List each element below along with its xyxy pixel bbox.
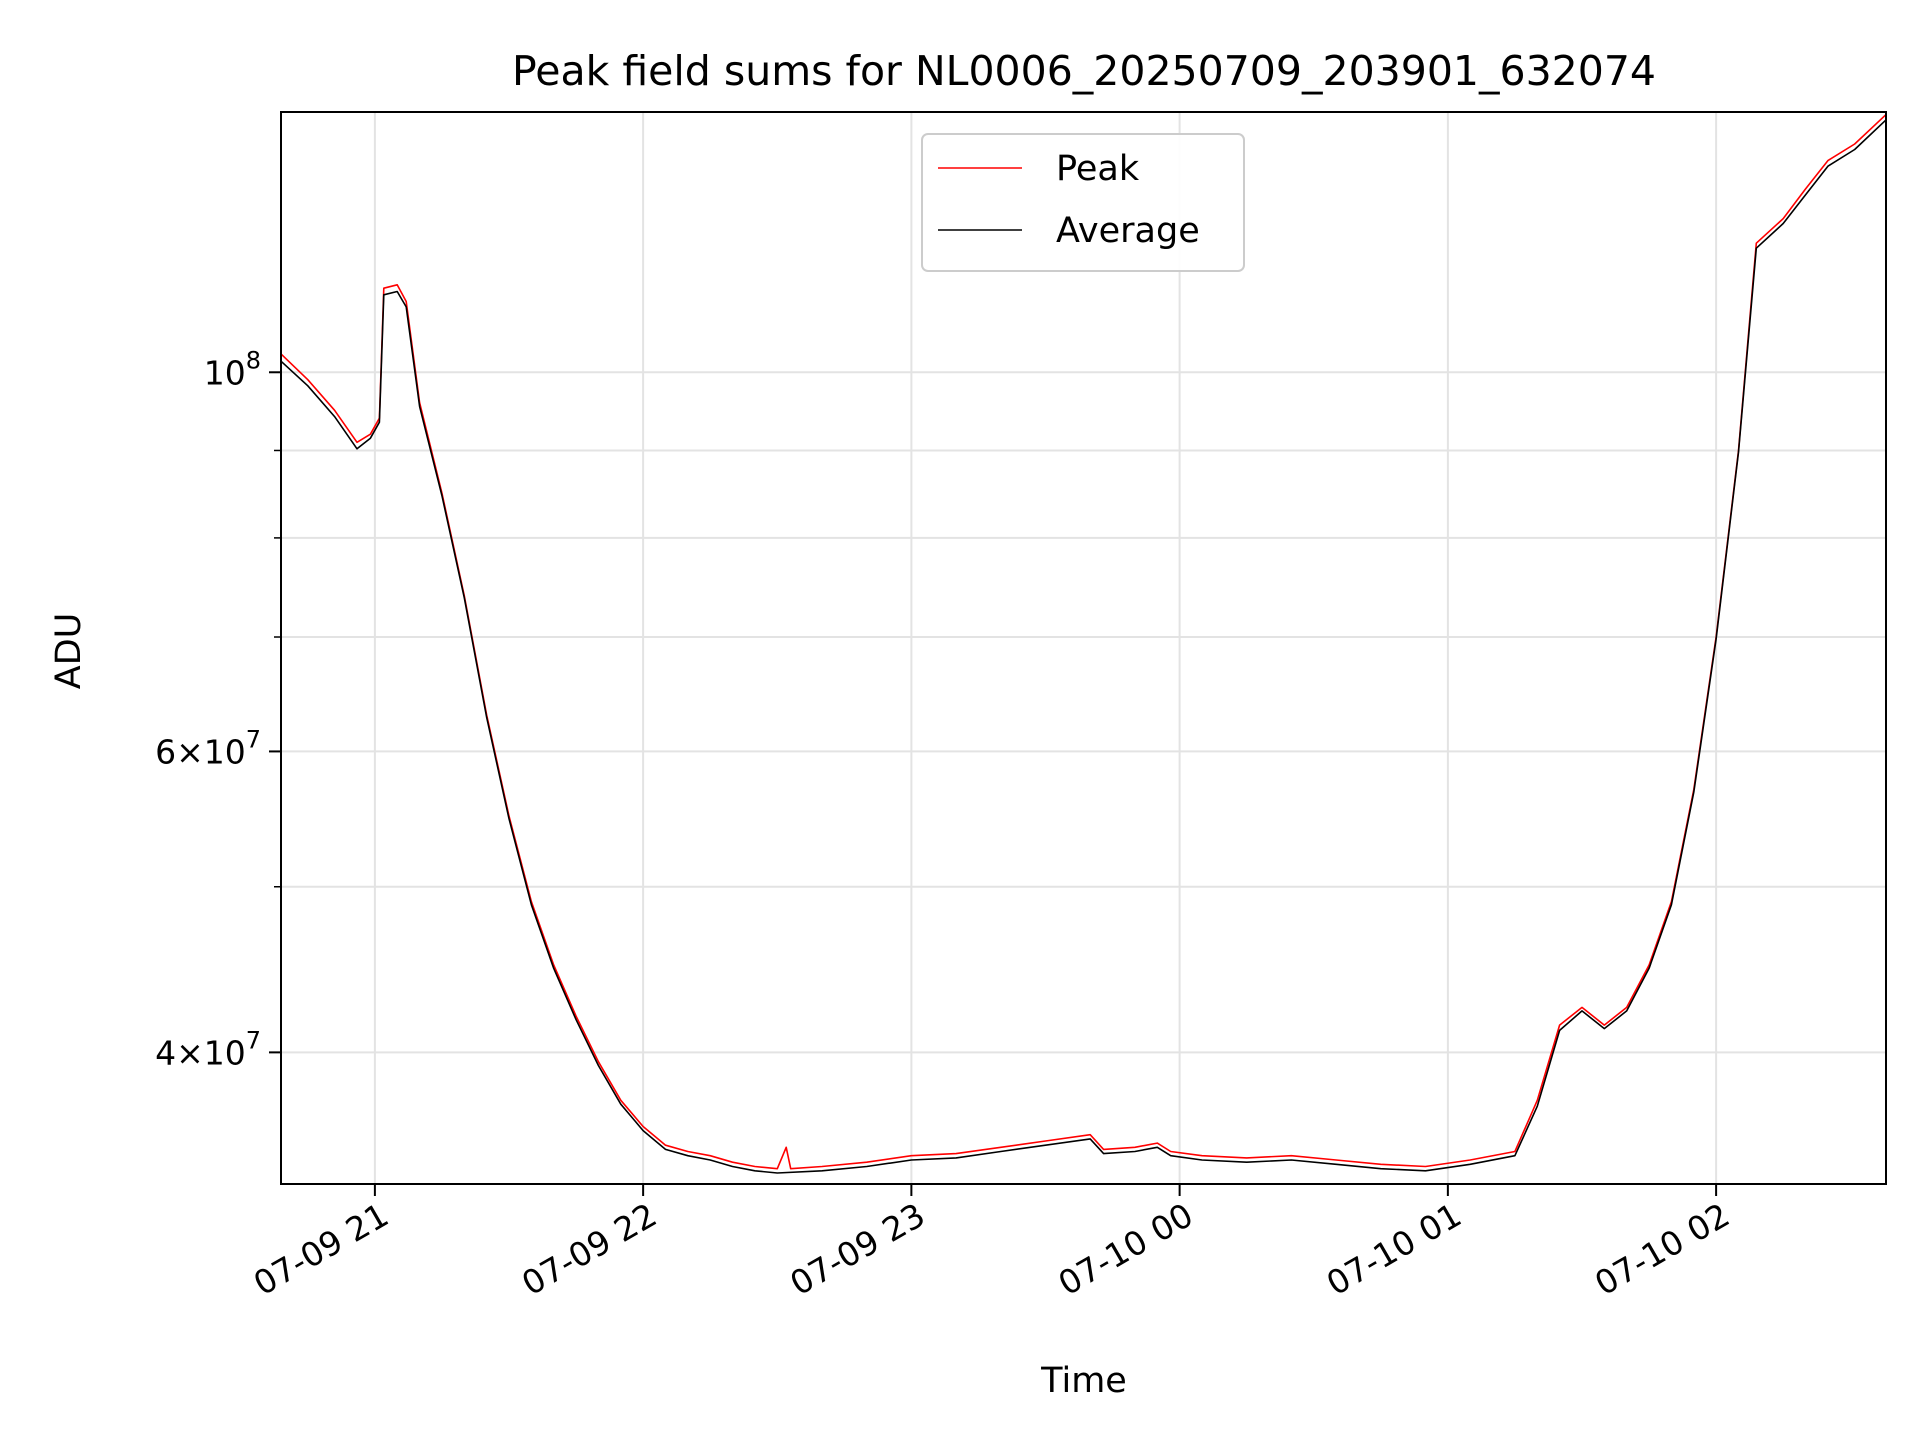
y-tick-times: × <box>176 732 204 771</box>
series-line-average <box>280 119 1887 1174</box>
plot-frame <box>280 111 1887 1185</box>
y-tick-ten: 10 <box>204 732 246 771</box>
y-tick-ten: 10 <box>204 353 246 392</box>
y-tick-exponent: 7 <box>246 1026 261 1054</box>
legend-label-peak: Peak <box>1056 149 1140 189</box>
chart-title: Peak field sums for NL0006_20250709_2039… <box>512 47 1656 95</box>
y-tick-label: 6×107 <box>155 725 261 771</box>
y-tick-label: 4×107 <box>155 1026 261 1072</box>
y-tick-base: 4 <box>155 1033 176 1072</box>
x-axis-label: Time <box>1040 1361 1127 1401</box>
y-tick-exponent: 8 <box>246 346 261 374</box>
y-tick-base: 6 <box>155 732 176 771</box>
y-axis-label: ADU <box>49 613 89 690</box>
y-tick-times: × <box>176 1033 204 1072</box>
y-tick-ten: 10 <box>204 1033 246 1072</box>
legend-label-average: Average <box>1056 211 1200 251</box>
legend: Peak Average <box>921 133 1245 272</box>
grid <box>281 112 1886 1184</box>
y-tick-label: 108 <box>204 346 261 392</box>
plot-series <box>280 114 1887 1174</box>
y-tick-exponent: 7 <box>246 725 261 753</box>
